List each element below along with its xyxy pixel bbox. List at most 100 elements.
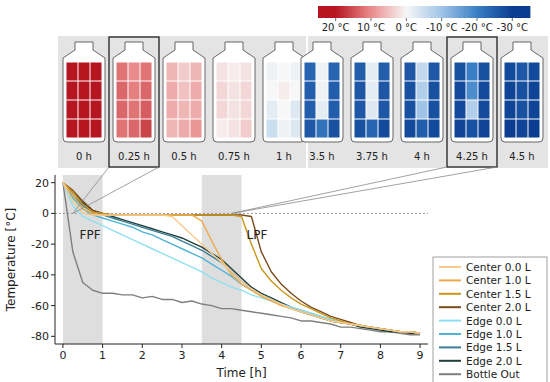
heat-cell bbox=[405, 82, 416, 100]
snapshot: 3.75 h bbox=[351, 42, 393, 162]
heat-cell bbox=[417, 120, 428, 138]
heat-cell bbox=[317, 82, 328, 100]
y-tick bbox=[51, 213, 55, 214]
bottle-outline bbox=[113, 42, 155, 142]
heat-cell bbox=[67, 101, 78, 119]
heat-cell bbox=[141, 82, 152, 100]
heat-cell bbox=[429, 101, 440, 119]
legend-label: Edge 0.0 L bbox=[466, 315, 522, 327]
heat-cell bbox=[305, 63, 316, 81]
series-line bbox=[63, 183, 420, 334]
bottle-outline bbox=[263, 42, 305, 142]
heat-cell bbox=[517, 82, 528, 100]
x-axis-label: Time [h] bbox=[215, 366, 266, 380]
heat-cell bbox=[291, 120, 302, 138]
x-tick-label: 2 bbox=[139, 349, 146, 362]
heat-cell bbox=[517, 101, 528, 119]
heat-cell bbox=[117, 63, 128, 81]
heat-cell bbox=[367, 82, 378, 100]
heat-cell bbox=[429, 120, 440, 138]
region-label: LPF bbox=[247, 228, 268, 242]
heat-cell bbox=[217, 101, 228, 119]
snapshot-label: 3.75 h bbox=[356, 151, 388, 162]
heat-cell bbox=[529, 82, 540, 100]
heat-cell bbox=[129, 63, 140, 81]
series-line bbox=[63, 183, 420, 334]
heat-cell bbox=[167, 82, 178, 100]
heat-cell bbox=[91, 63, 102, 81]
heat-cell bbox=[379, 63, 390, 81]
bottle-outline bbox=[501, 42, 543, 142]
y-tick-label: -40 bbox=[31, 269, 49, 282]
heat-cell bbox=[505, 101, 516, 119]
legend-box bbox=[433, 257, 547, 382]
heat-cell bbox=[479, 63, 490, 81]
heat-cell bbox=[229, 63, 240, 81]
x-tick-label: 4 bbox=[218, 349, 225, 362]
colorbar-tick-label: -10 °C bbox=[426, 22, 458, 33]
heat-cell bbox=[479, 120, 490, 138]
y-axis-line bbox=[55, 175, 56, 344]
heat-cell bbox=[505, 120, 516, 138]
x-tick bbox=[380, 344, 381, 348]
heat-cell bbox=[79, 120, 90, 138]
heat-cell bbox=[79, 63, 90, 81]
snapshot-label: 0.75 h bbox=[218, 151, 250, 162]
heat-cell bbox=[217, 63, 228, 81]
legend-swatch bbox=[439, 360, 461, 362]
series-group bbox=[55, 183, 428, 335]
heat-cell bbox=[167, 63, 178, 81]
heat-cell bbox=[79, 82, 90, 100]
legend-swatch bbox=[439, 279, 461, 281]
snapshot: 4.5 h bbox=[501, 42, 543, 162]
heat-cell bbox=[305, 82, 316, 100]
x-tick-label: 3 bbox=[178, 349, 185, 362]
heat-cell bbox=[241, 63, 252, 81]
snapshot-label: 4.5 h bbox=[509, 151, 534, 162]
callout-connector bbox=[232, 167, 497, 213]
legend-label: Bottle Out bbox=[466, 368, 520, 380]
snapshot-panels bbox=[58, 36, 548, 168]
heat-cell bbox=[355, 82, 366, 100]
heat-cell bbox=[479, 82, 490, 100]
legend-swatch bbox=[439, 266, 461, 268]
callout-connector bbox=[232, 167, 447, 213]
bottle-outline bbox=[213, 42, 255, 142]
x-tick-label: 8 bbox=[377, 349, 384, 362]
heat-cell bbox=[291, 82, 302, 100]
heat-cell bbox=[191, 63, 202, 81]
heat-cell bbox=[455, 120, 466, 138]
heat-cell bbox=[217, 120, 228, 138]
heat-cell bbox=[517, 63, 528, 81]
colorbar-step bbox=[528, 6, 530, 18]
callout-connector bbox=[73, 167, 159, 213]
heat-cell bbox=[279, 120, 290, 138]
x-tick-label: 9 bbox=[417, 349, 424, 362]
heat-cell bbox=[429, 63, 440, 81]
x-tick-label: 6 bbox=[298, 349, 305, 362]
y-axis-label: Temperature [°C] bbox=[4, 208, 18, 313]
heat-cell bbox=[267, 82, 278, 100]
regions bbox=[63, 175, 242, 344]
legend-swatch bbox=[439, 306, 461, 308]
heat-cell bbox=[355, 101, 366, 119]
heat-cell bbox=[291, 63, 302, 81]
heat-cell bbox=[229, 120, 240, 138]
heat-cell bbox=[241, 120, 252, 138]
heat-cell bbox=[241, 101, 252, 119]
legend-swatch bbox=[439, 293, 461, 295]
x-tick-label: 1 bbox=[99, 349, 106, 362]
colorbar-tick bbox=[441, 18, 442, 21]
series-line bbox=[63, 183, 420, 334]
heat-cell bbox=[267, 120, 278, 138]
heat-cell bbox=[455, 101, 466, 119]
x-tick bbox=[340, 344, 341, 348]
heat-cell bbox=[179, 82, 190, 100]
heat-cell bbox=[191, 101, 202, 119]
colorbar-tick-label: -20 °C bbox=[461, 22, 493, 33]
heat-cell bbox=[179, 101, 190, 119]
y-tick-label: -20 bbox=[31, 238, 49, 251]
legend-swatch bbox=[439, 373, 461, 375]
heat-cell bbox=[317, 120, 328, 138]
legend-swatch bbox=[439, 346, 461, 348]
